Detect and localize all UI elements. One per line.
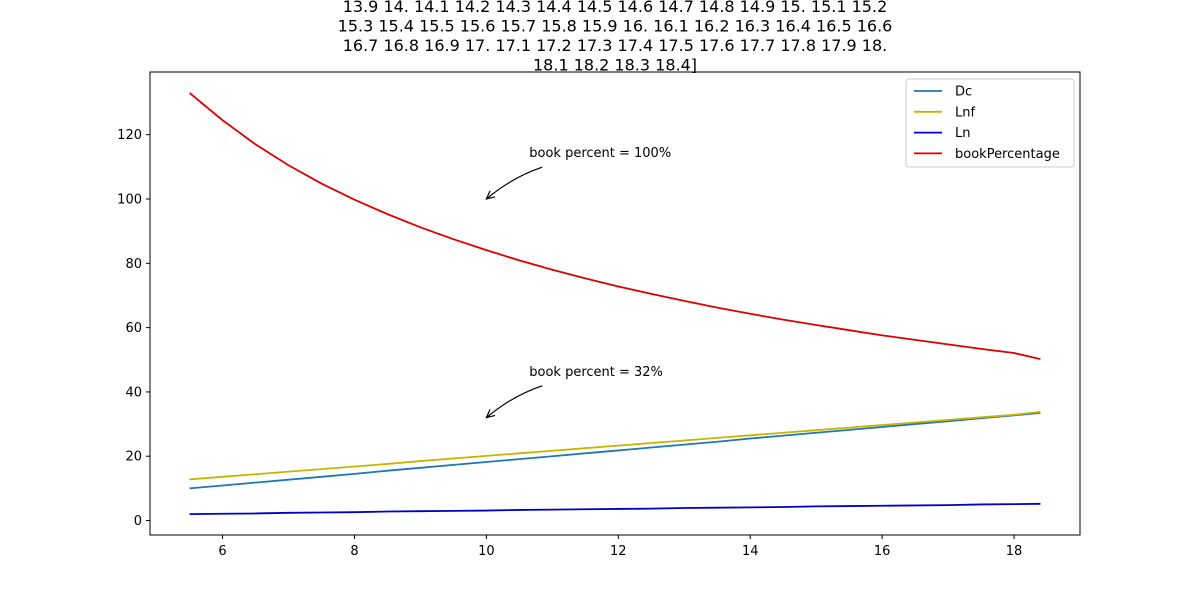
y-tick-label: 0 xyxy=(134,514,142,529)
y-tick-label: 20 xyxy=(125,450,142,465)
y-tick-label: 60 xyxy=(125,321,142,336)
x-tick-label: 16 xyxy=(874,544,891,559)
title-line: 15.3 15.4 15.5 15.6 15.7 15.8 15.9 16. 1… xyxy=(338,17,893,36)
chart-title: 13.9 14. 14.1 14.2 14.3 14.4 14.5 14.6 1… xyxy=(338,0,893,75)
x-tick-label: 12 xyxy=(610,544,627,559)
series-line-Dc xyxy=(189,411,1041,490)
plot-area: 6 8 10 12 14 16 18 0 20 40 60 80 100 120 book percent … xyxy=(117,71,1081,559)
x-tick-label: 14 xyxy=(742,544,759,559)
y-tick-label: 100 xyxy=(117,193,142,208)
x-tick-label: 8 xyxy=(350,544,358,559)
legend-label: Ln xyxy=(955,126,970,141)
series-line-Ln xyxy=(189,502,1041,515)
x-tick-label: 18 xyxy=(1006,544,1023,559)
y-tick-label: 120 xyxy=(117,128,142,143)
plot-frame xyxy=(149,71,1081,536)
annotation-text: book percent = 100% xyxy=(529,146,671,161)
series-line-bookPercentage xyxy=(188,92,1041,360)
annotation-arrowhead xyxy=(485,409,496,419)
title-line: 16.7 16.8 16.9 17. 17.1 17.2 17.3 17.4 1… xyxy=(343,36,888,55)
title-line: 13.9 14. 14.1 14.2 14.3 14.4 14.5 14.6 1… xyxy=(343,0,888,16)
annotation-arrow xyxy=(485,385,543,419)
legend-box xyxy=(905,78,1075,168)
x-tick-label: 10 xyxy=(478,544,495,559)
x-tick-label: 6 xyxy=(218,544,226,559)
legend-label: Dc xyxy=(955,85,972,100)
annotation-arrowhead xyxy=(485,190,496,200)
legend-label: bookPercentage xyxy=(955,147,1060,162)
series-line-Lnf xyxy=(189,410,1041,481)
annotation-text: book percent = 32% xyxy=(529,365,663,380)
title-line: 18.1 18.2 18.3 18.4] xyxy=(533,56,697,75)
y-tick-label: 40 xyxy=(125,385,142,400)
y-tick-label: 80 xyxy=(125,257,142,272)
annotation-arrow xyxy=(485,166,543,200)
legend-label: Lnf xyxy=(955,105,975,120)
legend: Dc Lnf Ln bookPercentage xyxy=(905,78,1075,168)
